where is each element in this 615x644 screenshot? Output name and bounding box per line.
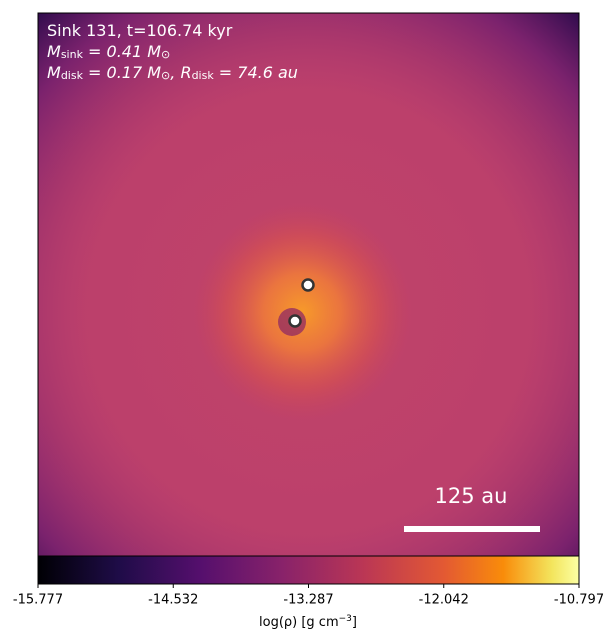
annotation-text: = 74.6 au	[214, 63, 298, 82]
annotation-text: = 0.17 M	[83, 63, 161, 82]
colorbar-tick-label: -10.797	[554, 593, 604, 608]
colorbar-tick-label: -14.532	[148, 593, 198, 608]
annotation-subscript: ⊙	[161, 69, 170, 82]
scale-bar	[404, 526, 540, 532]
colorbar-label-text: ]	[352, 615, 357, 630]
annotation-text: = 0.41 M	[83, 42, 161, 61]
colorbar-tick-label: -15.777	[13, 593, 63, 608]
annotation-subscript: disk	[61, 69, 84, 82]
colorbar-label-text: log(ρ) [g cm	[259, 615, 339, 630]
colorbar-tick-label: -12.042	[419, 593, 469, 608]
colorbar-tick-label: -13.287	[283, 593, 333, 608]
annotation-text: , R	[170, 63, 191, 82]
sink-particle	[288, 314, 302, 328]
sink-particle	[301, 278, 315, 292]
annotation-line: Mdisk = 0.17 M⊙, Rdisk = 74.6 au	[47, 63, 298, 82]
annotation-text: M	[47, 42, 61, 61]
colorbar-axis: -15.777 -14.532 -13.287 -12.042 -10.797	[13, 584, 604, 608]
annotation-subscript: ⊙	[161, 48, 170, 61]
scale-bar-label: 125 au	[435, 484, 508, 508]
annotation-line: Sink 131, t=106.74 kyr	[47, 21, 233, 40]
colorbar	[37, 555, 580, 585]
annotation-line: Msink = 0.41 M⊙	[47, 42, 170, 61]
colorbar-label-superscript: −3	[339, 614, 352, 624]
annotation-text: M	[47, 63, 61, 82]
colorbar-label: log(ρ) [g cm−3]	[259, 614, 357, 630]
annotation-text: Sink 131, t=106.74 kyr	[47, 21, 233, 40]
annotation-subscript: sink	[61, 48, 84, 61]
annotation-subscript: disk	[192, 69, 215, 82]
